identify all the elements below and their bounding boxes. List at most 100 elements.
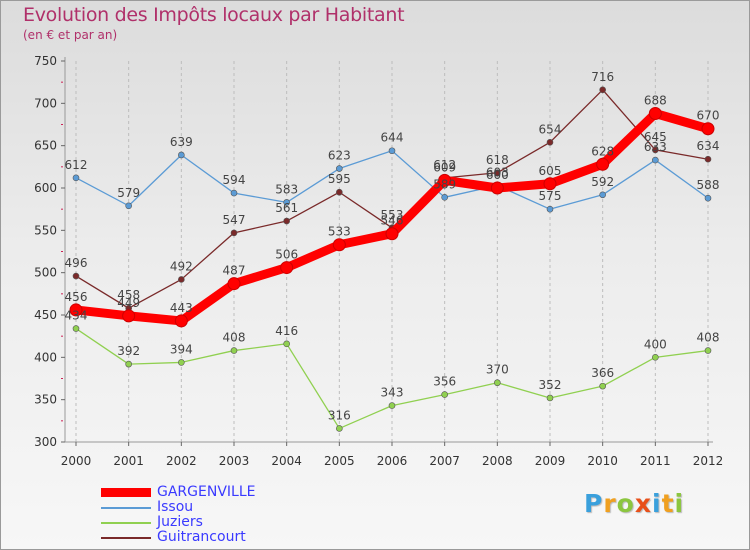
data-label-juziers-2009: 352 [539, 378, 562, 392]
data-point-guitrancourt-2002 [178, 276, 185, 283]
data-label-juziers-2000: 434 [65, 309, 88, 323]
data-point-guitrancourt-2009 [546, 138, 554, 146]
y-tick-label-400: 400 [34, 350, 57, 364]
legend-label-issou: Issou [157, 499, 194, 515]
data-point-issou-2006 [388, 147, 396, 155]
x-tick-label-2003: 2003 [219, 454, 250, 468]
data-label-issou-2002: 639 [170, 135, 193, 149]
data-point-issou-2007 [441, 194, 448, 201]
legend-item-issou: Issou [101, 500, 255, 515]
logo-letter: r [603, 489, 617, 518]
data-label-juziers-2004: 416 [275, 324, 298, 338]
data-label-juziers-2001: 392 [117, 344, 140, 358]
y-tick-label-750: 750 [34, 54, 57, 68]
data-label-juziers-2010: 366 [591, 366, 614, 380]
logo-letter: P [584, 489, 604, 518]
data-label-guitrancourt-2000: 496 [65, 256, 88, 270]
y-tick-label-600: 600 [34, 181, 57, 195]
data-point-guitrancourt-2000 [72, 272, 80, 280]
logo-letter: x [634, 489, 652, 518]
data-label-issou-2007: 589 [433, 177, 456, 191]
data-point-issou-2011 [652, 156, 659, 164]
y-tick-label-650: 650 [34, 139, 57, 153]
data-label-gargenville-2001: 449 [117, 296, 140, 310]
data-point-gargenville-2001 [122, 309, 136, 323]
data-label-gargenville-2006: 546 [381, 214, 404, 228]
data-label-juziers-2002: 394 [170, 342, 193, 356]
chart-title: Evolution des Impôts locaux par Habitant [23, 4, 405, 26]
x-tick-label-2012: 2012 [693, 454, 724, 468]
data-point-juziers-2004 [283, 340, 290, 348]
logo-letter: t [661, 489, 675, 518]
data-point-gargenville-2010 [596, 157, 610, 171]
data-point-gargenville-2003 [227, 277, 241, 291]
data-point-issou-2009 [546, 205, 554, 213]
legend-item-gargenville: GARGENVILLE [101, 485, 255, 500]
data-point-juziers-2008 [494, 379, 501, 387]
data-point-issou-2004 [283, 199, 290, 206]
chart-legend: GARGENVILLE Issou Juziers Guitrancourt [101, 485, 255, 545]
legend-item-juziers: Juziers [101, 515, 255, 530]
y-tick-label-700: 700 [34, 96, 57, 110]
data-point-juziers-2000 [72, 325, 80, 332]
logo-letter: i [674, 489, 685, 518]
data-label-issou-2003: 594 [223, 173, 246, 187]
data-label-gargenville-2007: 609 [433, 160, 456, 174]
data-label-gargenville-2000: 456 [65, 290, 88, 304]
data-point-juziers-2012 [704, 347, 712, 354]
data-label-juziers-2011: 400 [644, 337, 667, 351]
data-point-juziers-2003 [230, 347, 238, 354]
y-tick-label-350: 350 [34, 393, 57, 407]
data-label-juziers-2008: 370 [486, 363, 509, 377]
data-label-guitrancourt-2001: 458 [117, 288, 140, 302]
data-point-gargenville-2006 [385, 227, 399, 241]
data-label-guitrancourt-2003: 547 [223, 213, 246, 227]
x-tick-label-2006: 2006 [377, 454, 408, 468]
y-tick-label-500: 500 [34, 266, 57, 280]
data-point-guitrancourt-2003 [230, 229, 238, 237]
data-point-gargenville-2007 [438, 173, 452, 187]
data-label-guitrancourt-2004: 561 [275, 201, 298, 215]
data-point-issou-2000 [72, 174, 80, 182]
logo-letter: i [652, 489, 662, 518]
data-label-gargenville-2005: 533 [328, 225, 351, 239]
legend-label-juziers: Juziers [157, 514, 203, 530]
data-label-guitrancourt-2005: 595 [328, 172, 351, 186]
x-tick-label-2008: 2008 [482, 454, 513, 468]
data-point-issou-2001 [125, 202, 132, 210]
data-label-guitrancourt-2011: 645 [644, 130, 667, 144]
data-label-issou-2006: 644 [381, 131, 404, 145]
data-label-gargenville-2003: 487 [223, 264, 246, 278]
data-label-guitrancourt-2008: 618 [486, 153, 509, 167]
data-label-juziers-2003: 408 [223, 331, 246, 345]
data-point-issou-2002 [178, 151, 185, 159]
data-label-juziers-2012: 408 [697, 331, 720, 345]
data-point-issou-2005 [336, 165, 343, 172]
data-label-juziers-2007: 356 [433, 375, 456, 389]
data-label-juziers-2005: 316 [328, 408, 351, 422]
data-point-juziers-2010 [599, 382, 606, 390]
y-tick-label-300: 300 [34, 435, 57, 449]
data-label-guitrancourt-2010: 716 [591, 70, 614, 84]
data-label-guitrancourt-2002: 492 [170, 259, 193, 273]
data-point-gargenville-2008 [490, 181, 504, 195]
data-label-issou-2009: 575 [539, 189, 562, 203]
legend-swatch-juziers [101, 521, 151, 524]
x-tick-label-2011: 2011 [640, 454, 671, 468]
data-point-gargenville-2011 [648, 106, 662, 120]
logo-letter: o [616, 489, 635, 518]
data-label-guitrancourt-2012: 634 [697, 139, 720, 153]
data-point-issou-2012 [704, 194, 712, 202]
x-tick-label-2010: 2010 [587, 454, 618, 468]
data-label-issou-2010: 592 [591, 175, 614, 189]
data-point-juziers-2009 [546, 394, 554, 402]
data-label-guitrancourt-2007: 612 [433, 158, 456, 172]
proxiti-logo: Proxiti [584, 489, 684, 518]
data-point-juziers-2011 [652, 354, 659, 361]
data-label-gargenville-2002: 443 [170, 301, 193, 315]
data-label-gargenville-2008: 600 [486, 168, 509, 182]
data-point-gargenville-2004 [280, 261, 294, 275]
data-label-juziers-2006: 343 [381, 386, 404, 400]
